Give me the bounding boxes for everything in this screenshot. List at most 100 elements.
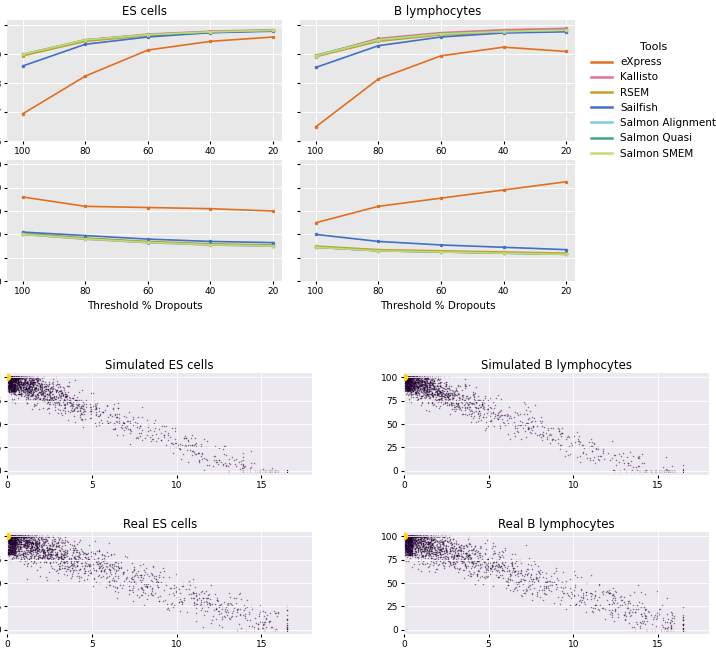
Point bbox=[4, 385, 15, 396]
Point bbox=[523, 418, 534, 428]
Point bbox=[4, 372, 15, 383]
Point bbox=[60, 396, 72, 407]
Point bbox=[4, 375, 15, 385]
Point bbox=[482, 570, 493, 581]
Point bbox=[69, 395, 81, 405]
Point bbox=[677, 615, 689, 625]
Point bbox=[427, 389, 438, 400]
Point bbox=[21, 378, 32, 388]
Point bbox=[430, 564, 442, 574]
Point bbox=[281, 625, 293, 635]
Point bbox=[407, 545, 418, 555]
Point bbox=[281, 625, 293, 635]
Point bbox=[400, 531, 411, 542]
Point bbox=[14, 538, 25, 549]
Point bbox=[10, 374, 21, 385]
Point bbox=[281, 614, 293, 625]
Point bbox=[489, 411, 500, 422]
Point bbox=[528, 421, 539, 432]
Point bbox=[443, 390, 455, 400]
Point bbox=[408, 372, 420, 383]
Point bbox=[228, 593, 239, 604]
Point bbox=[435, 388, 447, 399]
Point bbox=[624, 604, 636, 615]
Point bbox=[8, 379, 19, 390]
Point bbox=[419, 377, 430, 387]
Point bbox=[402, 383, 413, 393]
Point bbox=[425, 386, 436, 396]
Point bbox=[403, 394, 415, 404]
Point bbox=[6, 542, 17, 553]
Point bbox=[39, 388, 50, 398]
Point bbox=[440, 547, 452, 557]
Point bbox=[402, 389, 413, 400]
Point bbox=[21, 398, 32, 408]
Point bbox=[10, 539, 21, 549]
Point bbox=[281, 624, 293, 634]
Point bbox=[426, 377, 437, 388]
Point bbox=[403, 533, 415, 543]
Point bbox=[405, 544, 416, 555]
Point bbox=[402, 373, 413, 383]
Point bbox=[491, 409, 503, 420]
Point bbox=[62, 547, 73, 558]
Point bbox=[548, 568, 560, 579]
Point bbox=[46, 547, 57, 557]
Point bbox=[30, 383, 42, 393]
Point bbox=[52, 392, 64, 403]
Point bbox=[452, 388, 463, 399]
Point bbox=[6, 531, 18, 542]
Point bbox=[417, 551, 429, 562]
Point bbox=[420, 388, 431, 398]
Point bbox=[10, 385, 21, 395]
Point bbox=[428, 383, 440, 393]
Point bbox=[502, 579, 513, 590]
Point bbox=[618, 596, 629, 607]
Point bbox=[425, 392, 436, 402]
Point bbox=[127, 558, 138, 568]
Point bbox=[182, 577, 193, 588]
Point bbox=[22, 531, 34, 542]
Point bbox=[3, 531, 14, 542]
Point bbox=[458, 557, 470, 568]
Point bbox=[607, 589, 619, 600]
Point bbox=[405, 382, 416, 392]
Point bbox=[8, 540, 19, 550]
Point bbox=[677, 466, 689, 476]
Point bbox=[417, 377, 428, 387]
Point bbox=[403, 385, 415, 395]
Point bbox=[2, 380, 14, 390]
Point bbox=[6, 376, 18, 387]
Point bbox=[190, 588, 202, 598]
Point bbox=[28, 551, 39, 562]
Point bbox=[417, 372, 428, 383]
Point bbox=[428, 375, 440, 385]
Point bbox=[402, 382, 414, 392]
Point bbox=[8, 374, 19, 385]
Point bbox=[14, 381, 26, 391]
Point bbox=[64, 539, 75, 549]
Point bbox=[401, 379, 412, 389]
Point bbox=[516, 558, 527, 568]
Point bbox=[454, 563, 465, 574]
Point bbox=[409, 381, 420, 392]
Point bbox=[405, 536, 417, 546]
Point bbox=[35, 545, 47, 556]
Point bbox=[523, 582, 534, 593]
Point bbox=[220, 602, 231, 612]
Point bbox=[37, 544, 48, 555]
Point bbox=[152, 577, 163, 587]
Point bbox=[460, 391, 472, 402]
Point bbox=[400, 535, 412, 545]
Point bbox=[94, 558, 105, 568]
Point bbox=[398, 372, 410, 383]
Point bbox=[11, 549, 22, 560]
Point bbox=[11, 532, 23, 542]
Point bbox=[34, 385, 45, 395]
Point bbox=[4, 546, 15, 557]
Point bbox=[411, 537, 422, 547]
Point bbox=[9, 373, 20, 384]
Point bbox=[404, 372, 415, 383]
Point bbox=[418, 385, 430, 395]
Point bbox=[99, 555, 110, 565]
